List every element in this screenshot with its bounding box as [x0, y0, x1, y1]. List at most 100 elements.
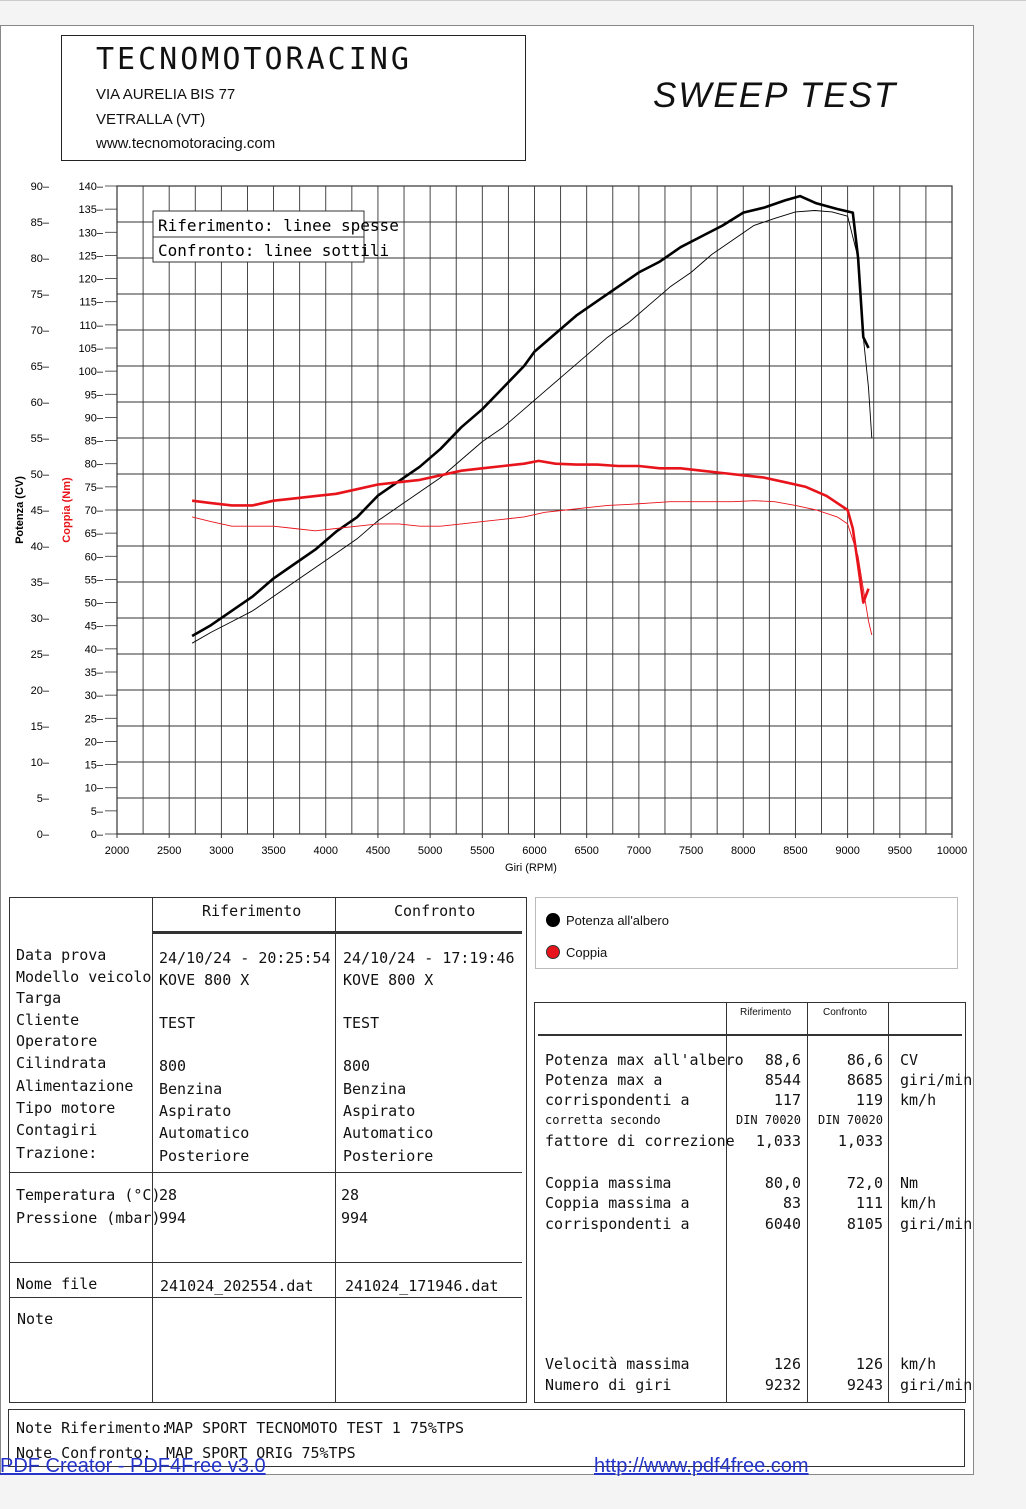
info-cmp-value: 994	[341, 1209, 369, 1227]
info-table-divider	[152, 897, 153, 1403]
torque-tick-label: 85–	[85, 436, 104, 448]
power-tick-label: 35–	[31, 577, 50, 589]
power-tick-label: 65–	[31, 361, 50, 373]
watermark-link[interactable]: http://www.pdf4free.com	[594, 1455, 809, 1477]
torque-tick-label: 20–	[85, 736, 104, 748]
page-top-rule	[0, 0, 1026, 1]
result-cmp-value: 72,0	[846, 1174, 883, 1192]
info-row-label: Targa	[16, 989, 62, 1007]
x-tick-label: 5500	[470, 845, 494, 857]
info-table-divider	[9, 1297, 522, 1298]
power-tick-label: 50–	[31, 469, 50, 481]
x-tick-label: 4500	[366, 845, 390, 857]
results-divider	[807, 1002, 808, 1403]
chart-series	[191, 194, 873, 644]
power-tick-label: 75–	[31, 289, 50, 301]
info-ref-value: 800	[159, 1057, 187, 1075]
watermark-creator: PDF Creator - PDF4Free v3.0	[0, 1455, 266, 1477]
result-ref-value: 80,0	[764, 1174, 801, 1192]
power-tick-label: 10–	[31, 757, 50, 769]
power-tick-label: 70–	[31, 325, 50, 337]
torque-tick-label: 100–	[79, 366, 104, 378]
result-label: Coppia massima a	[545, 1194, 690, 1212]
x-tick-label: 9000	[835, 845, 859, 857]
power-tick-label: 0–	[37, 829, 50, 841]
x-tick-label: 8500	[783, 845, 807, 857]
info-table-divider	[9, 1262, 522, 1263]
info-row-label: Contagiri	[16, 1121, 98, 1139]
result-label: Potenza max a	[545, 1071, 663, 1089]
x-tick-label: 6500	[574, 845, 598, 857]
result-label: Numero di giri	[545, 1376, 672, 1394]
note-cmp-value: MAP SPORT ORIG 75%TPS	[166, 1444, 356, 1462]
torque-tick-label: 60–	[85, 551, 104, 563]
power-tick-label: 45–	[31, 505, 50, 517]
power-tick-label: 90–	[31, 181, 50, 193]
result-cmp-value: 111	[855, 1194, 883, 1212]
results-divider	[538, 1034, 962, 1036]
info-cmp-value: Aspirato	[343, 1102, 416, 1120]
torque-tick-label: 105–	[79, 343, 104, 355]
result-label: corrispondenti a	[545, 1091, 690, 1109]
power-comparison-line	[191, 210, 873, 644]
x-tick-label: 9500	[888, 845, 912, 857]
result-ref-value: 8544	[764, 1071, 801, 1089]
power-tick-label: 5–	[37, 793, 50, 805]
x-tick-label: 5000	[418, 845, 442, 857]
result-label: corrispondenti a	[545, 1215, 690, 1233]
results-col-ref: Riferimento	[740, 1007, 792, 1018]
torque-tick-label: 35–	[85, 667, 104, 679]
torque-tick-label: 0–	[91, 829, 104, 841]
result-unit: Nm	[900, 1174, 919, 1192]
torque-tick-label: 90–	[85, 412, 104, 424]
chart-grid	[116, 185, 953, 835]
result-label: Potenza max all'albero	[545, 1051, 744, 1069]
note-cmp-label: Note Confronto:	[16, 1444, 152, 1462]
power-tick-label: 80–	[31, 253, 50, 265]
info-ref-value: Aspirato	[159, 1102, 232, 1120]
torque-tick-label: 80–	[85, 459, 104, 471]
result-label: fattore di correzione	[545, 1132, 735, 1150]
info-cmp-value: Posteriore	[343, 1147, 434, 1165]
info-cmp-value: Automatico	[343, 1124, 434, 1142]
file-label: Nome file	[16, 1275, 98, 1293]
x-tick-label: 3000	[209, 845, 233, 857]
torque-tick-label: 130–	[79, 227, 104, 239]
x-tick-label: 6000	[522, 845, 546, 857]
info-ref-value: 24/10/24 - 20:25:54	[159, 949, 331, 967]
torque-tick-label: 125–	[79, 250, 104, 262]
legend-reference: Riferimento: linee spesse	[158, 216, 399, 235]
result-ref-value: 6040	[764, 1215, 801, 1233]
torque-tick-label: 140–	[79, 181, 104, 193]
info-cmp-value: 24/10/24 - 17:19:46	[343, 949, 515, 967]
torque-tick-label: 10–	[85, 783, 104, 795]
torque-tick-label: 5–	[91, 806, 104, 818]
torque-tick-label: 25–	[85, 713, 104, 725]
result-cmp-value: 119	[855, 1091, 883, 1109]
torque-tick-label: 75–	[85, 482, 104, 494]
results-table	[534, 1002, 966, 1403]
results-divider	[726, 1002, 727, 1403]
result-ref-value: 88,6	[764, 1051, 801, 1069]
power-tick-label: 85–	[31, 217, 50, 229]
info-row-label: Tipo motore	[16, 1099, 116, 1117]
result-label: corretta secondo	[545, 1113, 661, 1127]
torque-tick-label: 95–	[85, 389, 104, 401]
power-legend-dot	[546, 913, 560, 927]
torque-reference-line	[191, 459, 870, 604]
company-name: TECNOMOTORACING	[96, 42, 412, 77]
result-cmp-value: 9243	[846, 1376, 883, 1394]
note-label: Note	[17, 1310, 54, 1328]
info-ref-value: 994	[159, 1209, 187, 1227]
cmp-file: 241024_171946.dat	[345, 1277, 499, 1295]
result-cmp-value: 1,033	[837, 1132, 883, 1150]
info-ref-value: KOVE 800 X	[159, 971, 250, 989]
result-cmp-value: DIN 70020	[817, 1113, 883, 1127]
power-tick-label: 25–	[31, 649, 50, 661]
x-tick-label: 7500	[679, 845, 703, 857]
result-unit: giri/min	[900, 1071, 973, 1089]
info-row-label: Pressione (mbar)	[16, 1209, 161, 1227]
note-ref-value: MAP SPORT TECNOMOTO TEST 1 75%TPS	[166, 1419, 465, 1437]
note-ref-label: Note Riferimento:	[16, 1419, 170, 1437]
x-tick-label: 8000	[731, 845, 755, 857]
